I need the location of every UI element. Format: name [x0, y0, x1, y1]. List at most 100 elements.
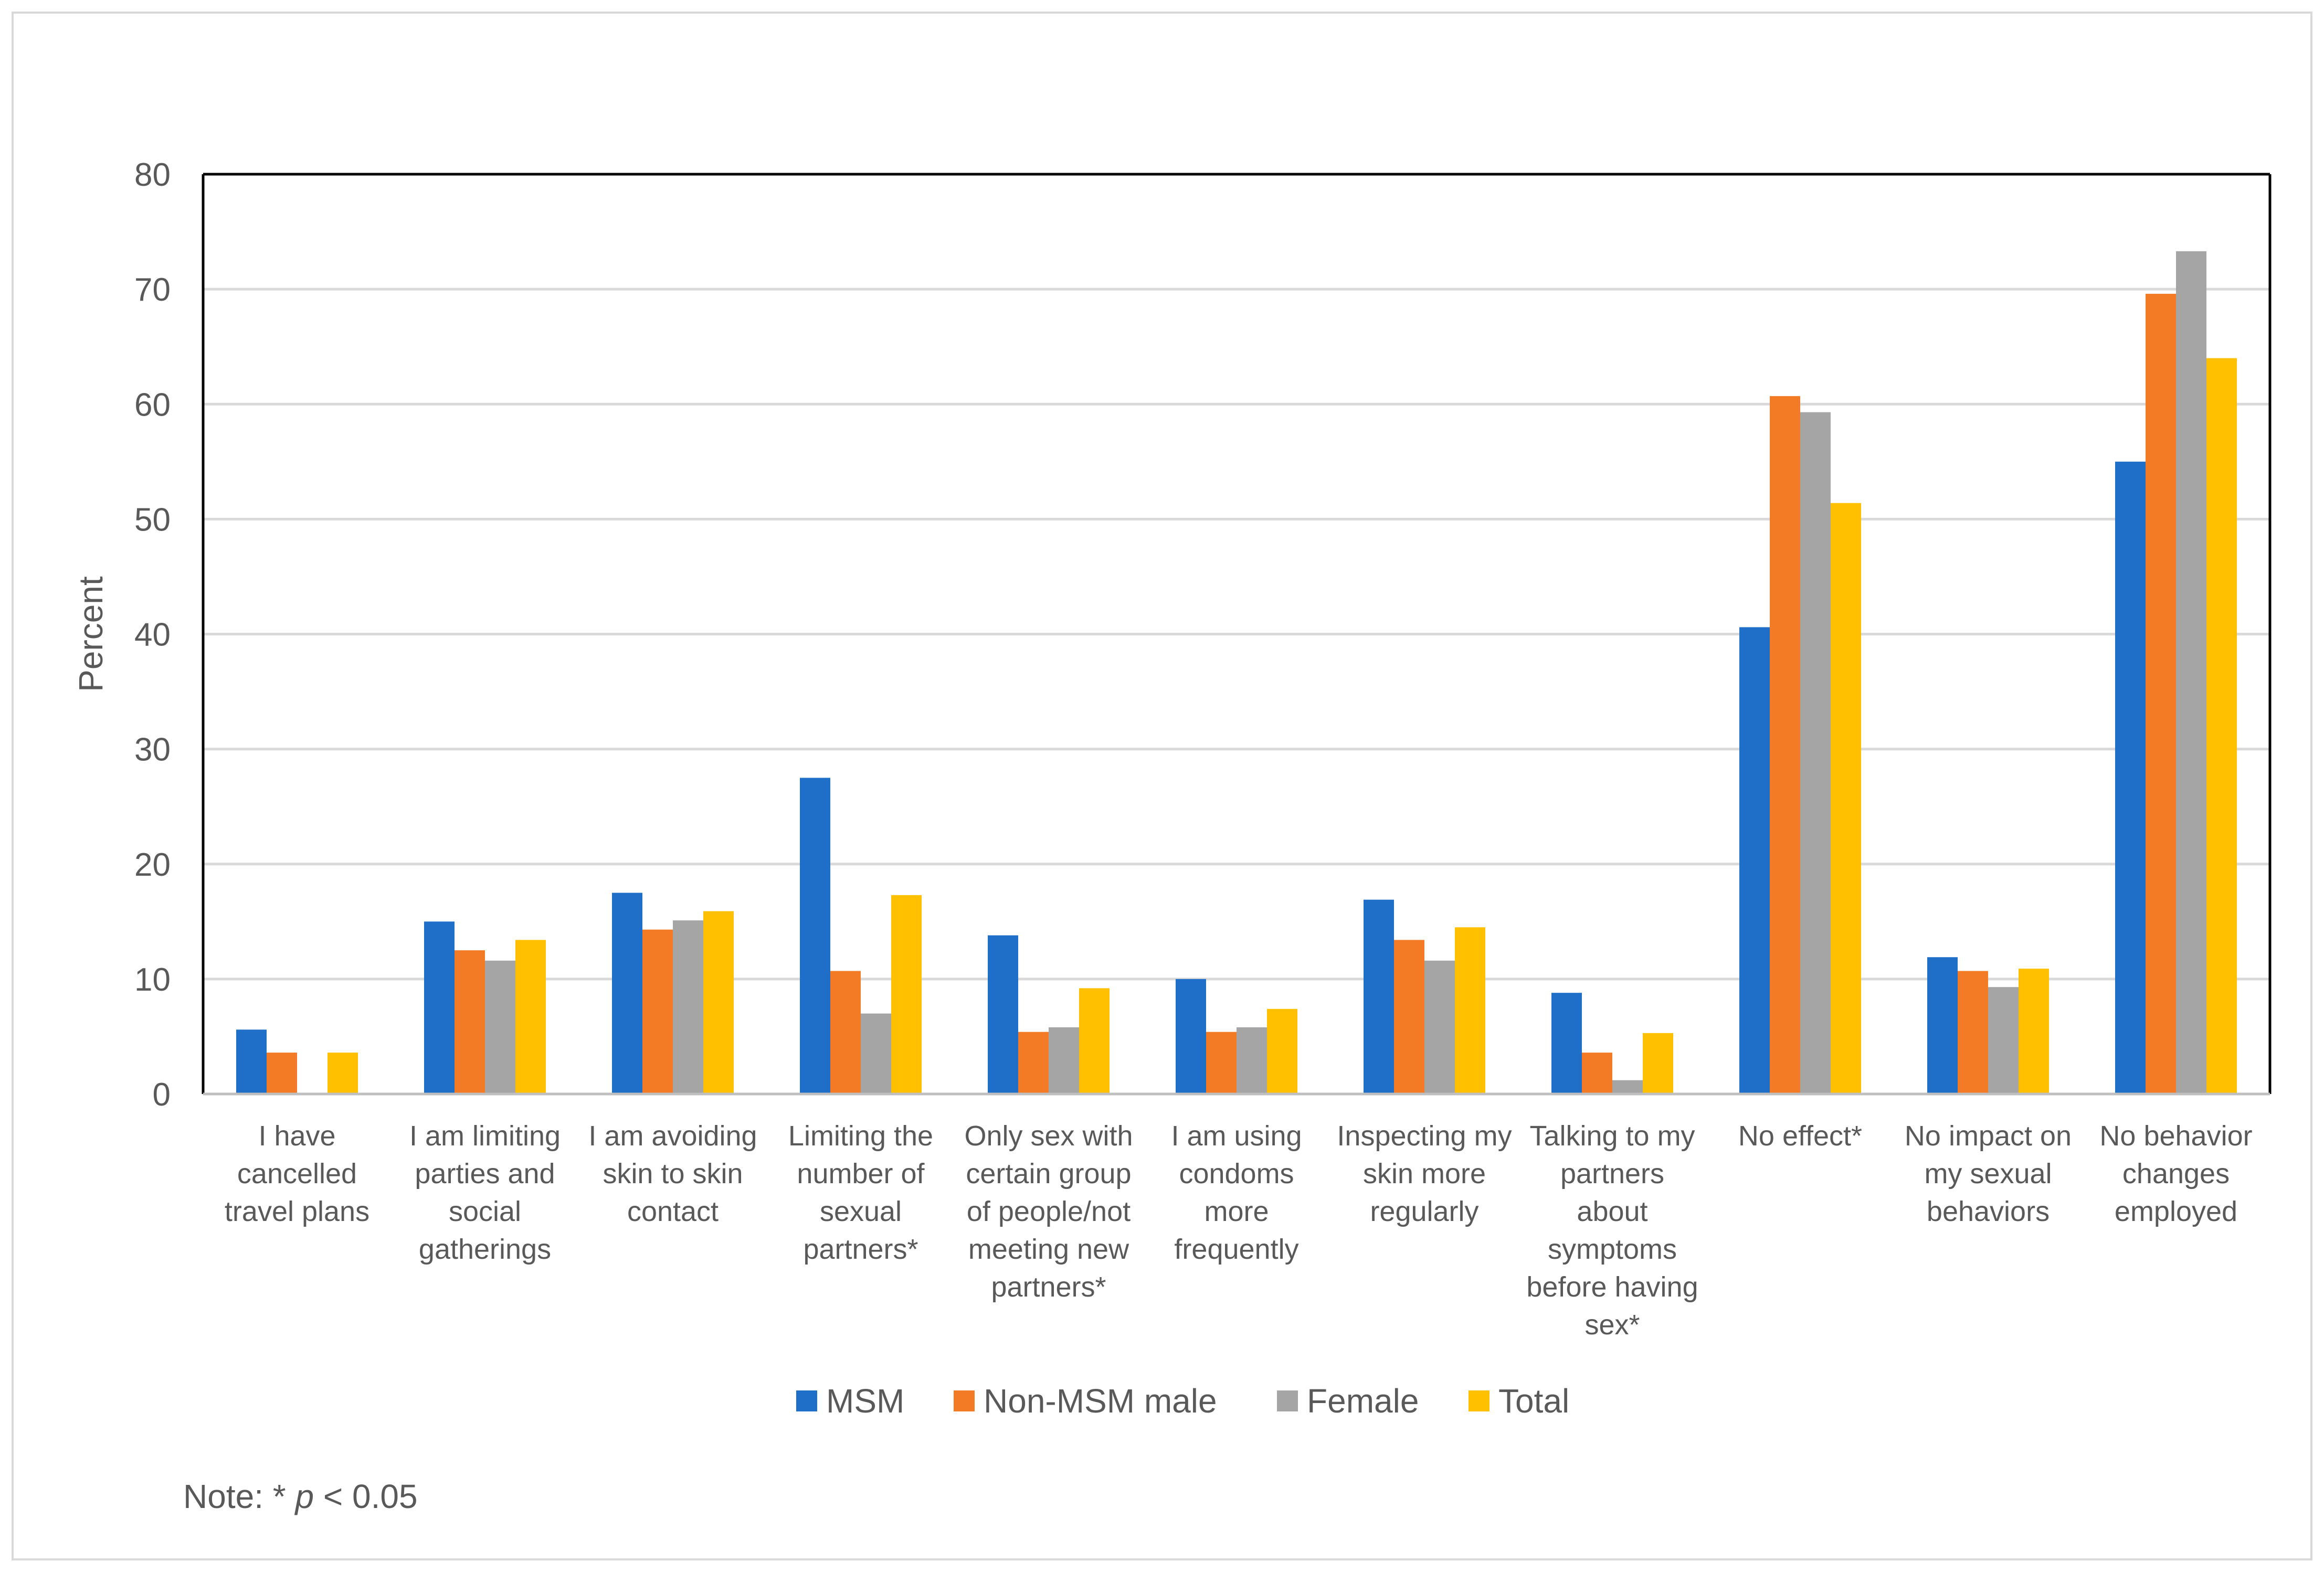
y-tick-label: 30 [134, 732, 171, 768]
x-tick-label-line: gatherings [419, 1234, 551, 1265]
bar [1018, 1032, 1049, 1094]
bar [1206, 1032, 1237, 1094]
y-axis-title: Percent [72, 576, 110, 692]
x-tick-label: I am limiting parties and social gatherings [409, 1120, 561, 1265]
bar [1176, 979, 1206, 1094]
x-tick-label-line: I am limiting [409, 1120, 561, 1152]
y-tick-label: 60 [134, 387, 171, 423]
x-tick-label-line: sexual [820, 1196, 902, 1227]
x-tick-label-line: Only sex with [964, 1120, 1133, 1152]
x-tick-label-line: skin more [1363, 1158, 1486, 1189]
x-tick-label-line: I am using [1171, 1120, 1302, 1152]
chart-frame [12, 12, 2312, 1560]
bar [1049, 1027, 1079, 1094]
x-tick-label-line: condoms [1179, 1158, 1294, 1189]
x-tick-label-line: I have [258, 1120, 335, 1152]
x-tick-label-line: cancelled [237, 1158, 357, 1189]
bar [1364, 899, 1394, 1094]
y-tick-label: 70 [134, 272, 171, 308]
bar [328, 1053, 358, 1094]
legend-swatch [796, 1390, 817, 1411]
x-tick-label: Only sex with certain group of people/not m… [964, 1120, 1133, 1303]
bar [2146, 293, 2176, 1094]
x-tick-label: No behavior changes employed [2099, 1120, 2252, 1227]
bar [1643, 1033, 1673, 1094]
x-tick-label-line: my sexual [1924, 1158, 2052, 1189]
bar [891, 895, 922, 1094]
x-tick-label-line: of people/not [967, 1196, 1131, 1227]
bar [424, 921, 455, 1094]
x-tick-label-line: social [449, 1196, 521, 1227]
bar [2115, 461, 2146, 1094]
x-tick-label-line: certain group [966, 1158, 1131, 1189]
bar [642, 929, 673, 1094]
x-tick-label-line: partners [1560, 1158, 1664, 1189]
y-tick-label: 80 [134, 157, 171, 193]
bar [800, 778, 830, 1094]
x-tick-label: I have cancelled travel plans [225, 1120, 369, 1227]
bar [1800, 412, 1831, 1094]
bar [515, 940, 546, 1094]
x-tick-label-line: contact [627, 1196, 719, 1227]
y-tick-label: 40 [134, 617, 171, 653]
x-tick-label: No effect* [1738, 1120, 1862, 1152]
bar [1267, 1008, 1297, 1094]
x-tick-label-line: No impact on [1905, 1120, 2072, 1152]
bar [455, 950, 485, 1094]
x-tick-label: I am avoiding skin to skin contact [588, 1120, 757, 1227]
x-tick-label-line: more [1204, 1196, 1269, 1227]
bar [2206, 358, 2237, 1094]
x-tick-label-line: No effect* [1738, 1120, 1862, 1152]
bar [1237, 1027, 1267, 1094]
bar [485, 960, 515, 1094]
y-tick-label: 10 [134, 962, 171, 998]
bar [1079, 988, 1110, 1094]
legend-swatch [1277, 1390, 1298, 1411]
y-tick-label: 0 [153, 1077, 171, 1113]
bar [673, 920, 703, 1094]
x-tick-label-line: skin to skin [603, 1158, 743, 1189]
x-tick-label-line: parties and [415, 1158, 555, 1189]
x-tick-label-line: Limiting the [788, 1120, 933, 1152]
x-tick-label-line: number of [797, 1158, 925, 1189]
x-tick-label-line: Inspecting my [1337, 1120, 1512, 1152]
x-tick-label-line: I am avoiding [588, 1120, 757, 1152]
note-prefix: Note: * [183, 1478, 295, 1515]
note-suffix: < 0.05 [314, 1478, 418, 1515]
bar [830, 971, 861, 1094]
bar [988, 935, 1018, 1094]
legend-label: MSM [826, 1382, 904, 1420]
x-tick-label-line: Talking to my [1529, 1120, 1695, 1152]
bar [1582, 1053, 1612, 1094]
legend-label: Female [1307, 1382, 1419, 1420]
x-tick-label-line: meeting new [968, 1234, 1129, 1265]
note-p-symbol: p [295, 1478, 314, 1515]
x-tick-label-line: frequently [1174, 1234, 1298, 1265]
bar [2019, 969, 2049, 1094]
bar [2176, 251, 2206, 1095]
bar [861, 1013, 891, 1094]
legend-label: Total [1498, 1382, 1569, 1420]
legend-label: Non-MSM male [984, 1382, 1217, 1420]
bar [1739, 627, 1770, 1094]
x-tick-label-line: sex* [1584, 1309, 1640, 1341]
legend-swatch [954, 1390, 975, 1411]
x-tick-label-line: regularly [1370, 1196, 1478, 1227]
bar [1831, 503, 1861, 1094]
bar [1770, 396, 1800, 1094]
bar [1394, 940, 1424, 1094]
x-tick-label-line: employed [2115, 1196, 2237, 1227]
legend-swatch [1469, 1390, 1490, 1411]
x-tick-label-line: symptoms [1548, 1234, 1677, 1265]
x-tick-label-line: about [1577, 1196, 1647, 1227]
bar [703, 911, 734, 1094]
x-tick-label: Talking to my partners about symptoms before… [1526, 1120, 1698, 1341]
bar [267, 1053, 297, 1094]
x-tick-label-line: No behavior [2099, 1120, 2252, 1152]
bar [1927, 957, 1958, 1094]
bar [1424, 960, 1455, 1094]
x-tick-label: Limiting the number of sexual partners* [788, 1120, 933, 1265]
x-tick-label-line: before having [1526, 1271, 1698, 1303]
x-tick-label-line: behaviors [1927, 1196, 2050, 1227]
